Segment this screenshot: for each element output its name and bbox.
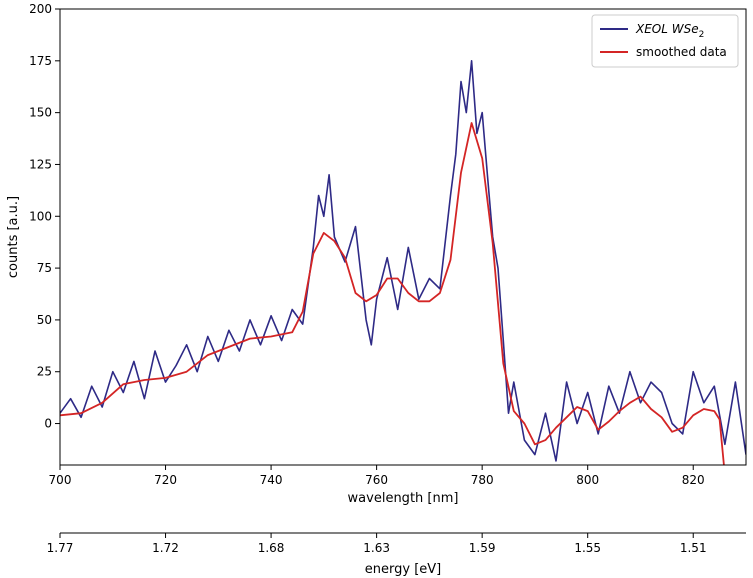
y-tick-label: 25	[37, 365, 52, 379]
y-axis-label: counts [a.u.]	[6, 196, 21, 278]
legend-label-smoothed: smoothed data	[636, 45, 727, 59]
secondary-x-axis-label: energy [eV]	[365, 562, 441, 577]
x-tick-label: 740	[260, 473, 283, 487]
energy-tick-label: 1.59	[469, 541, 496, 555]
legend-label-xeol: XEOL WSe2	[635, 22, 704, 40]
x-tick-label: 760	[365, 473, 388, 487]
x-tick-label: 700	[49, 473, 72, 487]
x-tick-label: 720	[154, 473, 177, 487]
series-line-smoothed	[60, 122, 725, 465]
y-tick-label: 100	[29, 209, 52, 223]
y-tick-label: 125	[29, 157, 52, 171]
series-line-xeol	[60, 59, 746, 462]
legend: XEOL WSe2 smoothed data	[591, 14, 739, 68]
energy-tick-label: 1.63	[363, 541, 390, 555]
x-axis: 700 720 740 760 780 800 820	[49, 465, 705, 487]
energy-tick-label: 1.72	[152, 541, 179, 555]
y-tick-label: 150	[29, 106, 52, 120]
x-tick-label: 820	[682, 473, 705, 487]
energy-tick-label: 1.77	[47, 541, 74, 555]
y-tick-label: 0	[44, 417, 52, 431]
plot-frame	[59, 8, 747, 466]
x-tick-label: 800	[576, 473, 599, 487]
legend-box	[591, 14, 739, 68]
y-tick-label: 75	[37, 261, 52, 275]
y-axis: 0 25 50 75 100 125 150 175 200	[29, 2, 60, 431]
y-tick-label: 50	[37, 313, 52, 327]
secondary-x-axis: 1.77 1.72 1.68 1.63 1.59 1.55 1.51	[47, 533, 707, 555]
y-tick-label: 200	[29, 2, 52, 16]
plot-area	[60, 9, 746, 465]
series-layer	[60, 59, 746, 465]
energy-tick-label: 1.68	[258, 541, 285, 555]
energy-tick-label: 1.51	[680, 541, 707, 555]
y-tick-label: 175	[29, 54, 52, 68]
x-axis-label: wavelength [nm]	[348, 491, 459, 506]
energy-tick-label: 1.55	[574, 541, 601, 555]
x-tick-label: 780	[471, 473, 494, 487]
